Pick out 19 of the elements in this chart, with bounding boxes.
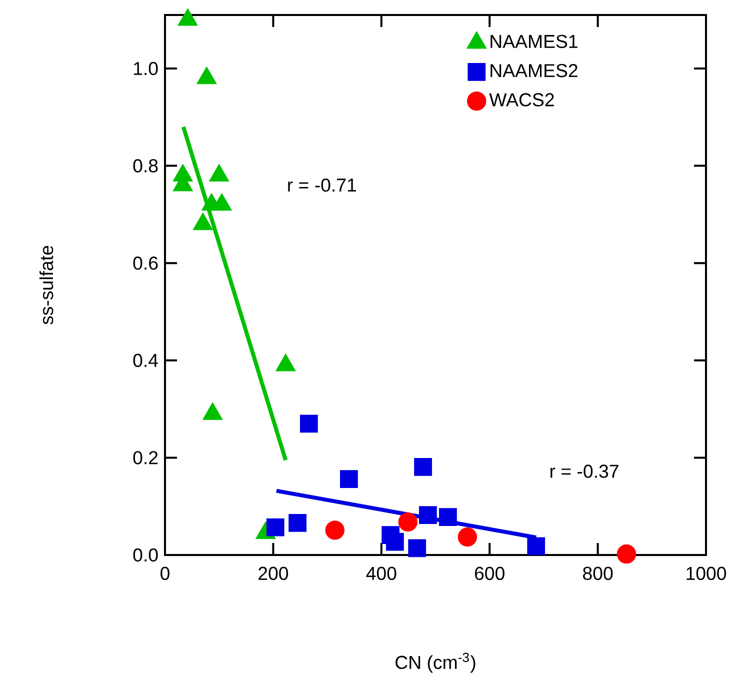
y-axis-title: ss-sulfate — [39, 246, 54, 324]
legend-label: NAAMES2 — [490, 64, 578, 78]
y-tick-label: 1.0 — [134, 62, 158, 76]
annotation: r = -0.71 — [288, 178, 356, 192]
y-tick-label: 0.4 — [133, 354, 158, 368]
x-axis-title: CN (cm$^{-3}$) — [396, 652, 476, 673]
x-tick-label: 1000 — [686, 566, 726, 580]
x-tick-label: 800 — [583, 566, 613, 580]
y-tick-label: 0.8 — [133, 159, 158, 172]
legend-label: WACS2 — [489, 93, 554, 106]
legend-label: NAAMES1 — [490, 34, 578, 48]
x-tick-label: 600 — [474, 566, 504, 580]
x-tick-label: 0 — [160, 566, 170, 580]
x-tick-label: 200 — [258, 566, 288, 580]
x-tick-label: 400 — [366, 566, 396, 580]
y-tick-label: 0.0 — [133, 548, 158, 562]
annotation: r = -0.37 — [550, 464, 618, 478]
y-tick-label: 0.2 — [133, 451, 158, 464]
y-tick-label: 0.6 — [133, 256, 158, 270]
